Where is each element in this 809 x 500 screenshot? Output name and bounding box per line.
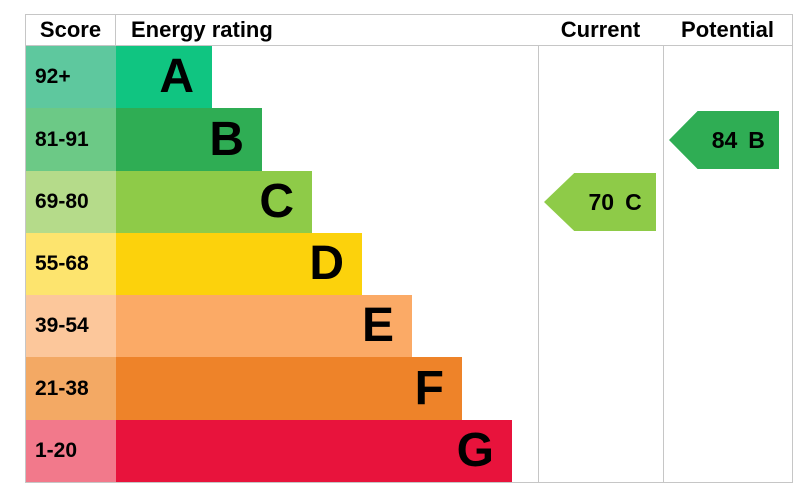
score-range-f: 21-38 (26, 357, 116, 420)
band-bar-b: B (116, 108, 262, 171)
band-bar-f: F (116, 357, 462, 420)
band-bar-c: C (116, 171, 312, 233)
band-bar-e: E (116, 295, 412, 357)
band-letter-b: B (209, 112, 244, 166)
band-bar-g: G (116, 420, 512, 482)
band-letter-g: G (456, 424, 494, 477)
score-range-c: 69-80 (26, 171, 116, 233)
potential-rating-label: 84 B (698, 127, 779, 154)
gridline-potential-column (663, 15, 664, 482)
band-row-e: 39-54 E (26, 295, 538, 357)
potential-rating-arrow: 84 B (669, 111, 779, 169)
band-letter-d: D (309, 237, 344, 290)
table-header: Score Energy rating Current Potential (26, 15, 792, 46)
current-rating-arrow: 70 C (544, 173, 656, 231)
band-row-a: 92+ A (26, 46, 538, 108)
band-letter-e: E (361, 299, 394, 352)
rating-table: Score Energy rating Current Potential 92… (25, 14, 793, 483)
band-row-c: 69-80 C (26, 171, 538, 233)
band-letter-f: F (414, 361, 444, 415)
band-row-d: 55-68 D (26, 233, 538, 295)
band-letter-a: A (159, 50, 194, 103)
gridline-current-column (538, 15, 539, 482)
score-range-a: 92+ (26, 46, 116, 108)
band-bar-d: D (116, 233, 362, 295)
potential-rating-band: B (748, 126, 765, 153)
score-range-b: 81-91 (26, 108, 116, 171)
current-rating-band: C (625, 188, 642, 215)
potential-rating-value: 84 (711, 126, 738, 153)
header-energy-rating: Energy rating (131, 17, 273, 42)
current-rating-label: 70 C (574, 189, 656, 216)
band-row-b: 81-91 B (26, 108, 538, 171)
band-bar-a: A (116, 46, 212, 108)
header-score: Score (26, 15, 116, 45)
score-range-g: 1-20 (26, 420, 116, 482)
current-rating-value: 70 (588, 188, 615, 215)
score-range-e: 39-54 (26, 295, 116, 357)
score-range-d: 55-68 (26, 233, 116, 295)
band-row-g: 1-20 G (26, 420, 538, 482)
header-current: Current (560, 17, 641, 42)
band-row-f: 21-38 F (26, 357, 538, 420)
header-potential: Potential (681, 17, 774, 42)
band-letter-c: C (259, 175, 294, 228)
